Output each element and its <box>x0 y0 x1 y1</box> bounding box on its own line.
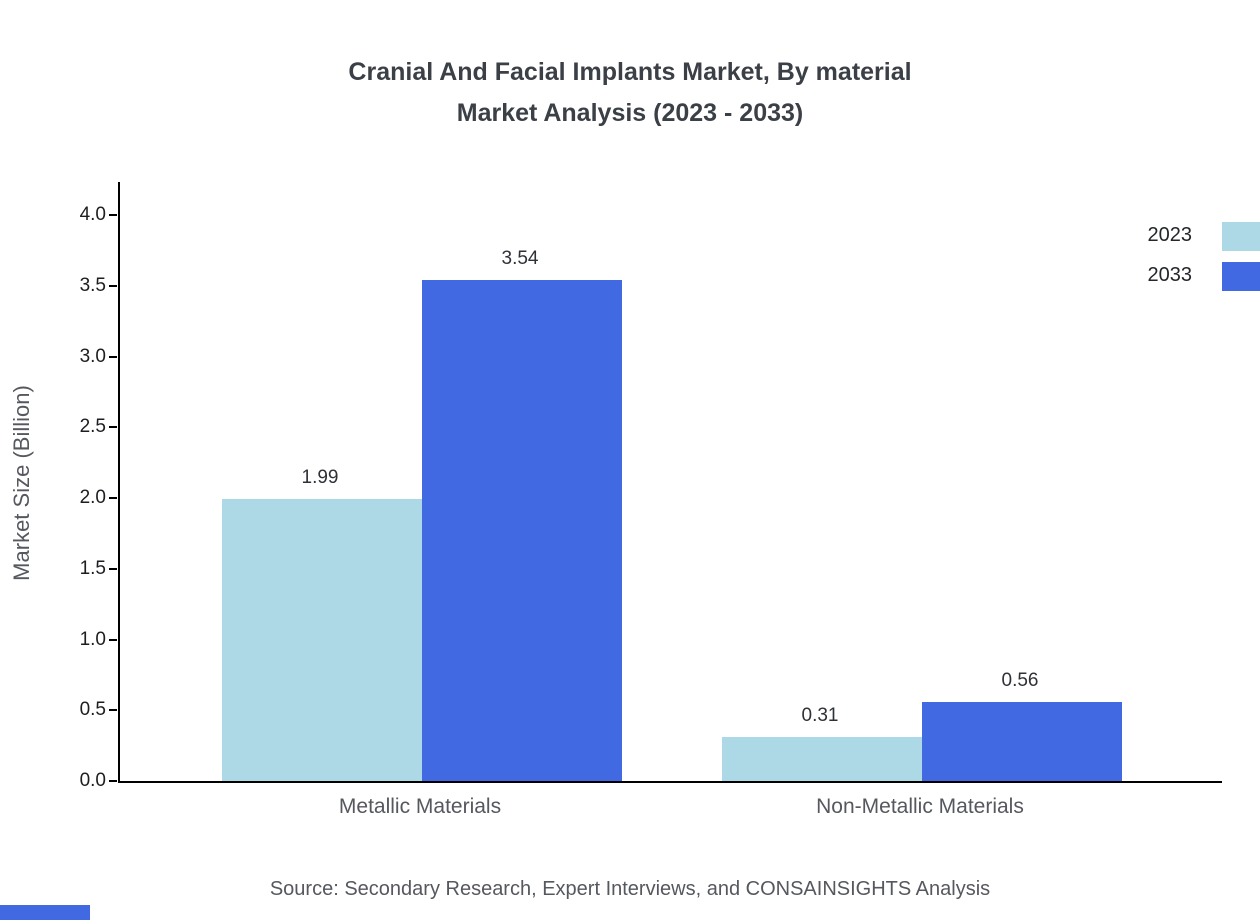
bar-2033-metallic-materials <box>422 280 622 781</box>
y-tick-mark <box>109 497 117 499</box>
y-tick-mark <box>109 426 117 429</box>
legend: 2023 2033 <box>1130 222 1260 302</box>
bar-value-label-2033-metallic-materials: 3.54 <box>501 248 539 270</box>
bar-2033-non-metallic-materials <box>922 701 1122 781</box>
legend-row-2033: 2033 <box>1130 262 1260 292</box>
y-tick-label-4-0: 4.0 <box>79 204 106 225</box>
y-tick-label-3-5: 3.5 <box>79 274 106 296</box>
bar-value-label-2023-metallic-materials: 1.99 <box>301 467 339 489</box>
x-category-label-non-metallic-materials: Non-Metallic Materials <box>816 795 1024 818</box>
legend-label-2023: 2023 <box>1147 224 1193 246</box>
y-tick-label-1-5: 1.5 <box>79 557 106 579</box>
y-tick-mark <box>109 780 117 782</box>
chart-title-line2: Market Analysis (2023 - 2033) <box>456 99 804 127</box>
chart-title: Cranial And Facial Implants Market, By m… <box>0 52 1260 134</box>
bar-value-label-2033-non-metallic-materials: 0.56 <box>1001 669 1039 691</box>
legend-row-2023: 2023 <box>1130 222 1260 252</box>
y-tick-mark <box>109 638 117 641</box>
y-tick-mark <box>109 709 117 712</box>
legend-swatch-2023 <box>1222 222 1260 251</box>
source-note: Source: Secondary Research, Expert Inter… <box>269 878 991 900</box>
chart-title-line1: Cranial And Facial Implants Market, By m… <box>348 58 912 86</box>
y-tick-mark <box>109 284 117 287</box>
y-tick-label-0-0: 0.0 <box>79 770 106 791</box>
y-tick-label-1-0: 1.0 <box>79 628 106 650</box>
x-category-label-metallic-materials: Metallic Materials <box>338 795 502 818</box>
y-tick-mark <box>109 214 117 216</box>
y-tick-label-2-0: 2.0 <box>79 487 106 508</box>
legend-label-2033: 2033 <box>1147 264 1193 286</box>
bar-2023-non-metallic-materials <box>722 737 922 781</box>
bar-2023-metallic-materials <box>222 499 422 781</box>
plot-area <box>118 182 1222 783</box>
y-tick-label-3-0: 3.0 <box>79 345 106 367</box>
footer-accent-bar <box>0 905 90 920</box>
y-tick-mark <box>109 567 117 570</box>
bar-value-label-2023-non-metallic-materials: 0.31 <box>801 705 839 727</box>
y-axis-label: Market Size (Billion) <box>9 385 34 581</box>
y-tick-mark <box>109 355 117 358</box>
legend-swatch-2033 <box>1222 262 1260 291</box>
y-tick-label-0-5: 0.5 <box>79 699 106 721</box>
y-tick-label-2-5: 2.5 <box>79 416 106 438</box>
